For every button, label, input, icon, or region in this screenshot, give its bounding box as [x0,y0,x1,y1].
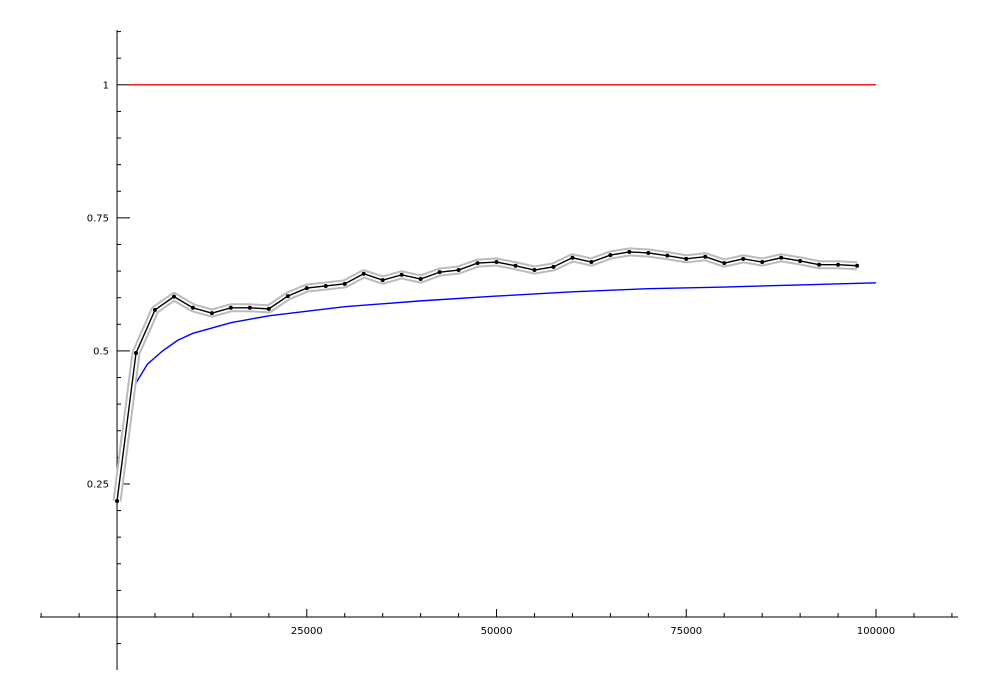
y-tick-label: 0.5 [93,346,109,357]
y-tick-label: 0.75 [87,213,109,224]
point [399,272,404,277]
point [190,305,195,310]
point [475,261,480,266]
series-halo-inner [114,249,858,502]
point [817,262,822,267]
x-tick-label: 100000 [857,626,895,637]
point [494,260,499,265]
point [532,268,537,273]
point [855,263,860,268]
point [836,262,841,267]
point [171,294,176,299]
x-tick-label: 50000 [481,626,513,637]
point [551,264,556,269]
point [741,256,746,261]
point [228,305,233,310]
point [722,261,727,266]
point [798,258,803,263]
point [646,250,651,255]
point [134,351,139,356]
y-tick-label: 1 [103,80,109,91]
point [570,255,575,260]
point [285,294,290,299]
point [684,256,689,261]
point [323,283,328,288]
point [760,260,765,265]
point [361,271,366,276]
point [342,281,347,286]
x-tick-label: 25000 [291,626,323,637]
point [703,254,708,259]
point [456,268,461,273]
point [665,253,670,258]
point [209,311,214,316]
point [152,307,157,312]
point [437,270,442,275]
point [589,260,594,265]
series-halo [112,247,858,502]
y-tick-label: 0.25 [87,479,109,490]
point [266,306,271,311]
x-tick-label: 75000 [670,626,702,637]
point [608,253,613,258]
point [779,255,784,260]
point [247,305,252,310]
point [513,263,518,268]
point [304,286,309,291]
series-line [116,251,858,502]
point [380,278,385,283]
point [115,498,120,503]
point [627,249,632,254]
point [418,277,423,282]
